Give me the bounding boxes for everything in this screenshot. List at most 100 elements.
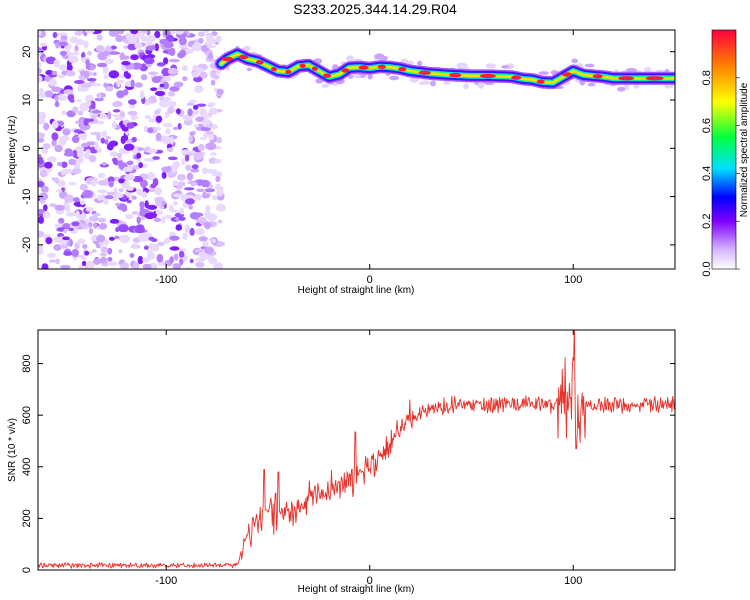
noise-blob: [92, 213, 101, 217]
noise-blob: [82, 189, 94, 199]
noise-blob: [185, 198, 195, 205]
noise-blob: [159, 83, 165, 88]
noise-blob: [38, 215, 44, 224]
noise-blob: [188, 134, 194, 143]
noise-blob: [159, 94, 164, 101]
noise-blob: [195, 261, 205, 268]
noise-blob: [140, 216, 146, 221]
snr-ytick-label: 800: [21, 354, 33, 372]
noise-blob: [41, 263, 49, 269]
noise-blob: [108, 236, 115, 241]
noise-blob: [210, 38, 217, 44]
noise-blob: [108, 70, 120, 79]
noise-blob: [189, 131, 196, 136]
spectrogram-frame: [37, 29, 676, 270]
ridge-peak: [358, 65, 369, 70]
noise-blob: [111, 45, 117, 50]
noise-blob: [130, 79, 135, 88]
noise-blob: [66, 110, 76, 118]
snr-ticks: -100 0 100 0 200 400 600 800: [21, 330, 675, 587]
noise-blob: [178, 216, 186, 221]
noise-blob: [148, 95, 157, 104]
noise-blob: [195, 257, 206, 262]
noise-blob: [167, 106, 174, 114]
noise-blob: [208, 107, 218, 115]
noise-blob: [118, 249, 123, 254]
noise-blob: [189, 258, 194, 264]
noise-blob: [51, 70, 58, 76]
noise-blob: [177, 51, 185, 59]
noise-blob: [111, 121, 117, 129]
ridge-halo: [643, 67, 652, 73]
noise-blob: [203, 221, 212, 230]
noise-blob: [210, 102, 216, 106]
ridge-peak: [238, 54, 249, 60]
noise-blob: [100, 252, 107, 257]
noise-blob: [162, 81, 170, 90]
noise-blob: [51, 86, 62, 93]
noise-blob: [186, 172, 194, 181]
noise-blob: [115, 202, 120, 207]
noise-blob: [141, 191, 148, 199]
spectrogram-ytick-label: 0: [21, 145, 33, 151]
noise-blob: [81, 260, 87, 267]
noise-blob: [57, 94, 65, 98]
noise-blob: [216, 189, 224, 197]
colorbar-tick-label: 0.0: [701, 261, 713, 276]
noise-blob: [204, 210, 211, 218]
noise-blob: [198, 37, 204, 44]
noise-blob: [169, 86, 180, 92]
noise-blob: [162, 123, 173, 128]
noise-blob: [131, 136, 137, 143]
noise-blob: [80, 143, 89, 148]
noise-blob: [166, 165, 172, 172]
noise-blob: [188, 205, 193, 210]
noise-blob: [56, 161, 63, 167]
noise-blob: [71, 221, 80, 227]
noise-blob: [97, 172, 106, 179]
noise-blob: [102, 162, 107, 166]
noise-blob: [155, 115, 163, 123]
noise-blob: [71, 135, 80, 144]
noise-blob: [77, 238, 86, 245]
noise-blob: [84, 70, 90, 79]
noise-blob: [168, 235, 180, 241]
noise-blob: [145, 146, 151, 151]
noise-blob: [97, 92, 102, 100]
colorbar-tick-label: 0.2: [701, 214, 713, 229]
noise-blob: [63, 251, 73, 256]
noise-blob: [85, 149, 91, 155]
noise-blob: [176, 30, 184, 35]
noise-blob: [94, 97, 104, 102]
noise-blob: [148, 71, 159, 76]
noise-blob: [196, 188, 205, 192]
noise-blob: [184, 187, 195, 191]
noise-blob: [204, 30, 209, 34]
noise-blob: [96, 34, 103, 41]
noise-blob: [98, 121, 105, 125]
noise-blob: [177, 123, 182, 130]
noise-blob: [58, 217, 65, 224]
noise-blob: [74, 45, 79, 52]
colorbar-gradient: [711, 29, 737, 270]
noise-blob: [66, 70, 76, 77]
noise-blob: [84, 250, 90, 256]
noise-blob: [112, 109, 121, 113]
noise-blob: [215, 241, 225, 247]
noise-blob: [155, 209, 163, 215]
noise-blob: [198, 31, 206, 37]
noise-blob: [60, 35, 68, 40]
noise-blob: [190, 168, 200, 173]
noise-blob: [134, 42, 143, 49]
noise-blob: [147, 35, 156, 42]
noise-blob: [195, 228, 205, 236]
colorbar-label: Normalized spectral amplitude: [739, 82, 750, 217]
noise-blob: [112, 100, 123, 108]
noise-blob: [131, 195, 137, 200]
noise-blob: [178, 248, 187, 252]
noise-blob: [118, 178, 125, 184]
noise-blob: [47, 252, 56, 258]
noise-blob: [170, 164, 179, 170]
noise-blob: [64, 148, 73, 155]
noise-blob: [44, 90, 54, 98]
